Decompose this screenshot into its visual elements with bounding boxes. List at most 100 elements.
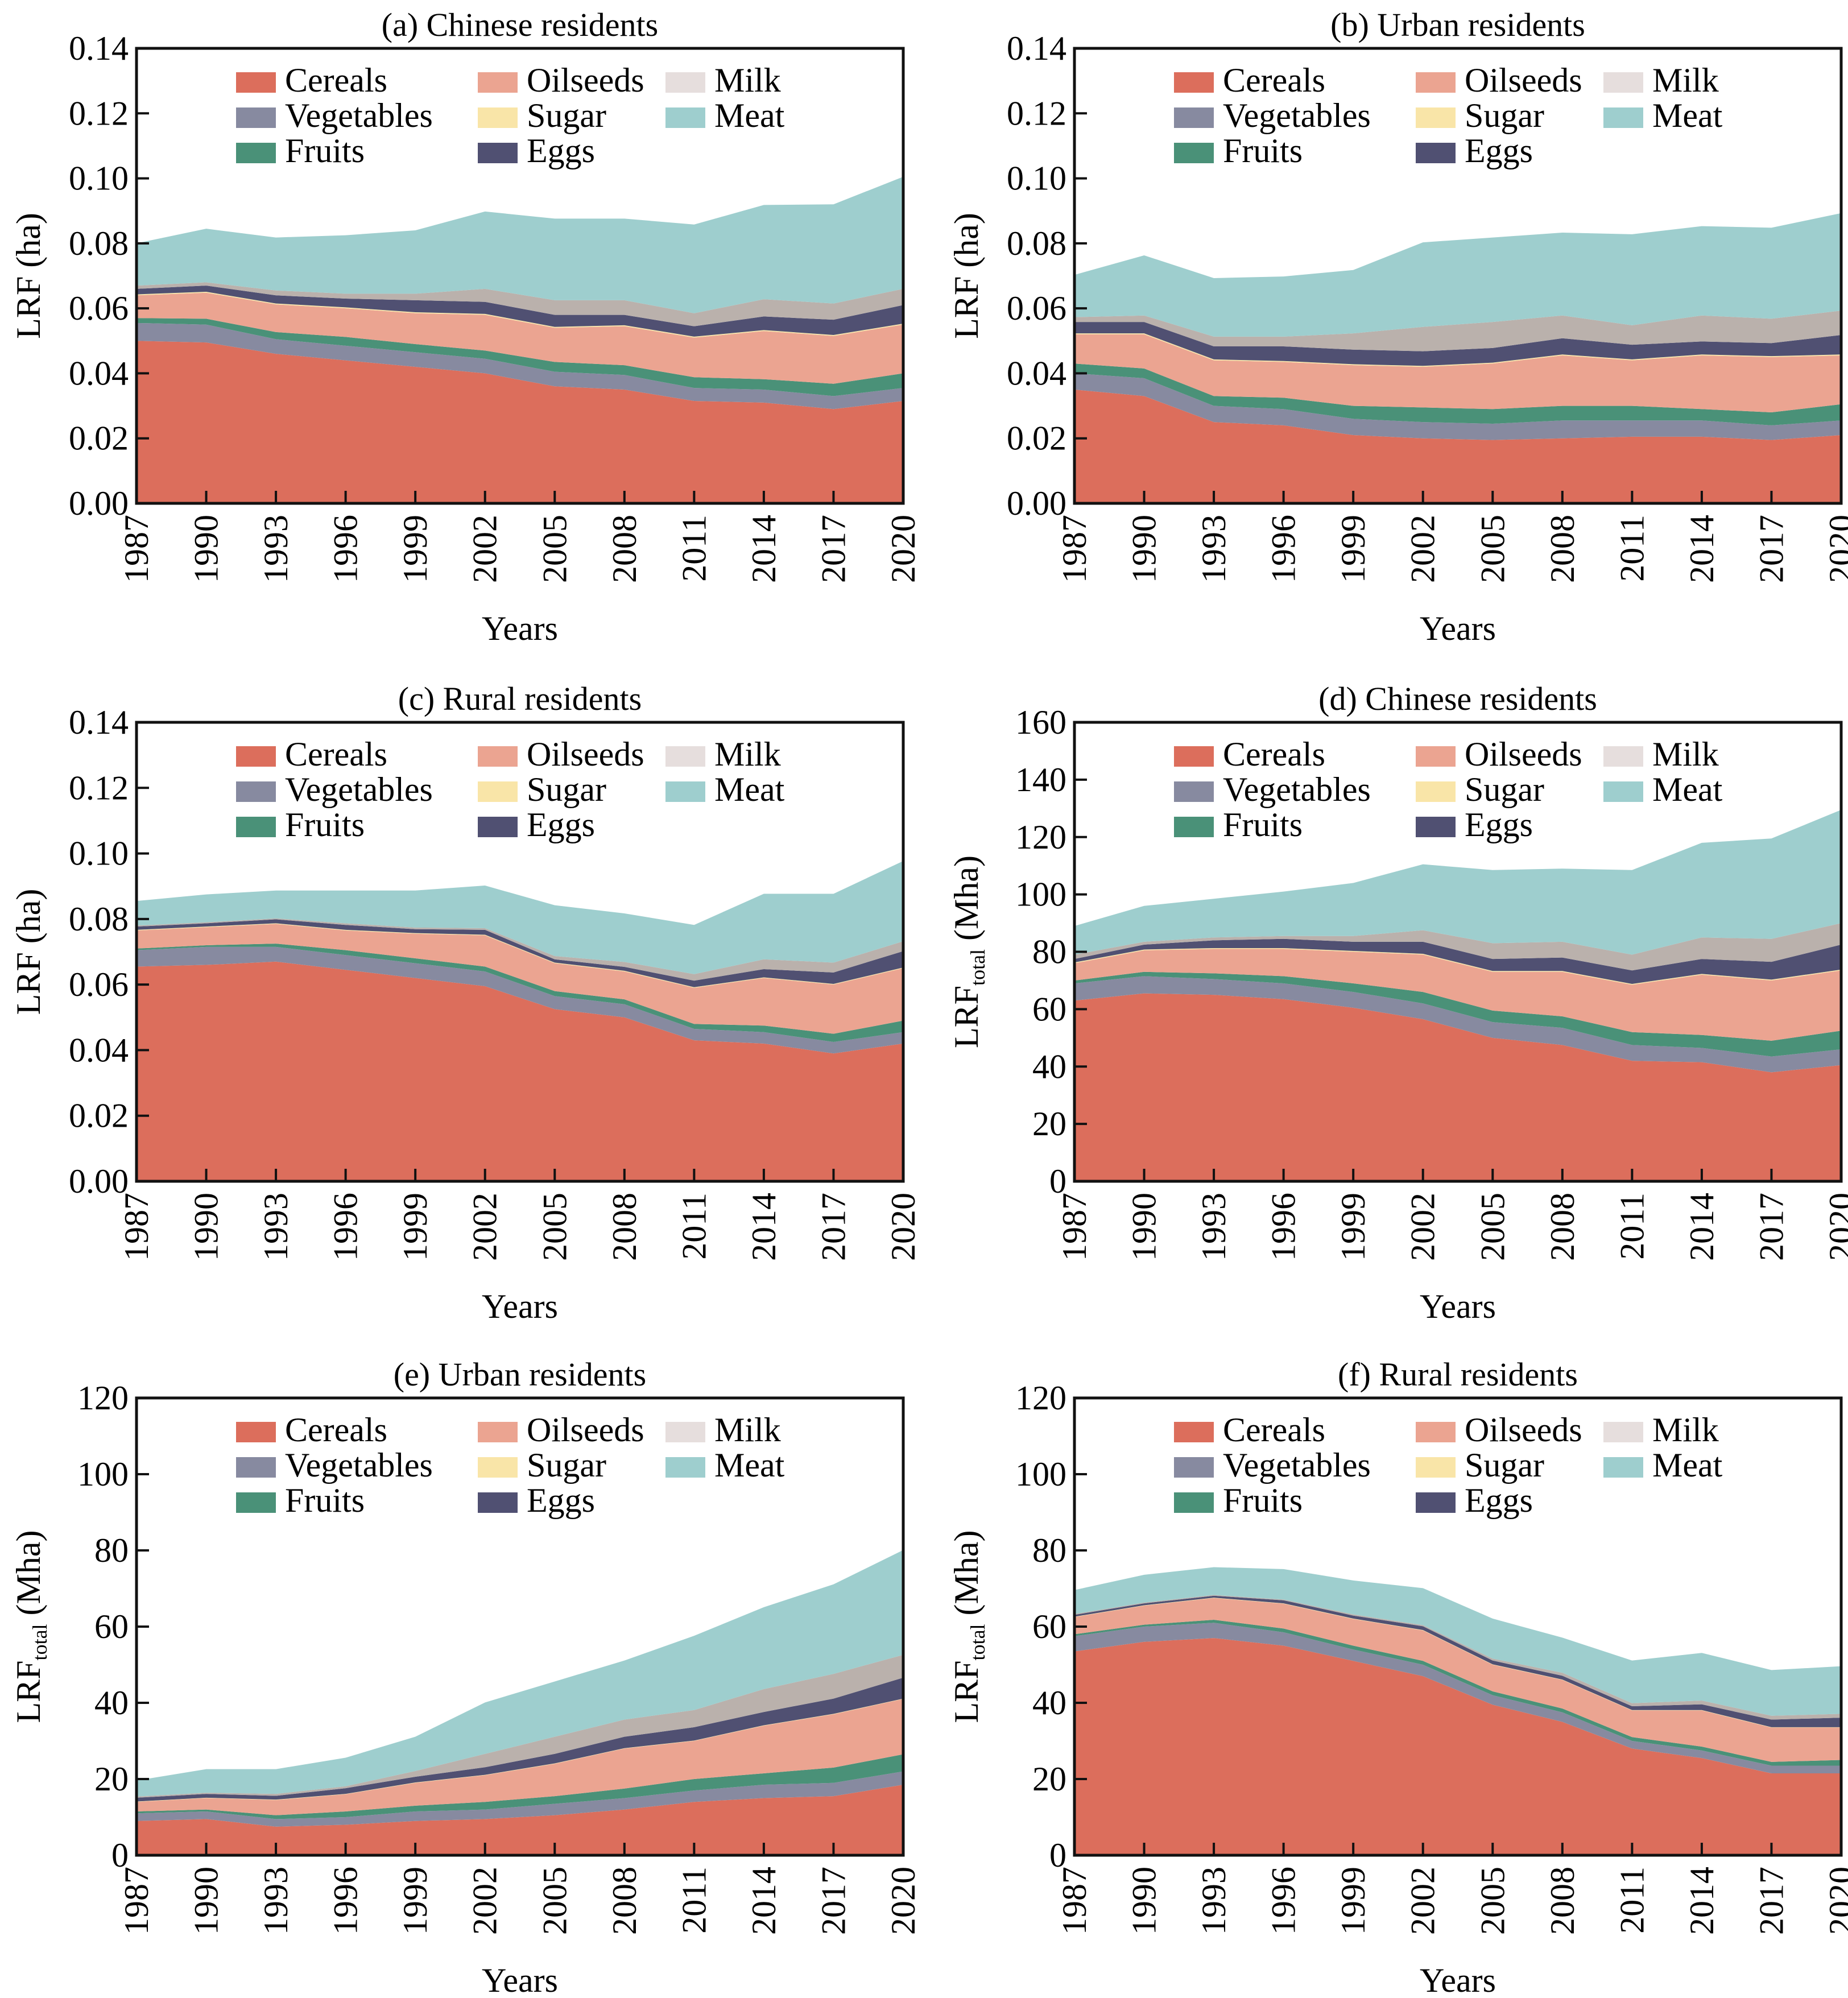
x-tick-label: 2020: [884, 1193, 922, 1261]
legend-label: Vegetables: [1223, 97, 1371, 134]
chart-panel: (b) Urban residents 0.00 0.02 0.04 0.06 0.08 0…: [948, 6, 1848, 647]
x-axis-label: Years: [482, 610, 558, 647]
y-tick-label: 0.06: [69, 966, 129, 1003]
x-tick-label: 2011: [675, 515, 713, 582]
legend-swatch-milk: [1603, 746, 1643, 767]
area-cereals: [1074, 1638, 1841, 1855]
legend-swatch-eggs: [1416, 817, 1456, 837]
y-tick-label: 0.02: [1007, 420, 1066, 457]
legend-swatch-vegetables: [236, 1457, 276, 1478]
y-axis-label: LRF (ha): [948, 213, 985, 339]
y-tick-label: 120: [77, 1379, 129, 1417]
x-tick-label: 1996: [1265, 1867, 1303, 1935]
legend-label: Sugar: [527, 771, 606, 808]
x-tick-label: 1996: [1265, 515, 1303, 583]
legend-label: Eggs: [1465, 1482, 1533, 1519]
x-tick-label: 2020: [1822, 515, 1848, 583]
area-cereals: [137, 341, 903, 503]
x-tick-label: 2008: [606, 515, 643, 583]
x-tick-label: 2005: [1474, 1867, 1511, 1935]
area-meat: [1074, 1567, 1841, 1716]
legend-label: Meat: [1652, 1446, 1723, 1484]
legend-label: Vegetables: [285, 771, 433, 808]
x-tick-label: 2020: [1822, 1193, 1848, 1261]
x-tick-label: 2005: [1474, 515, 1511, 583]
x-tick-label: 2008: [606, 1867, 643, 1935]
legend-label: Meat: [714, 771, 785, 808]
x-tick-label: 2002: [466, 1867, 504, 1935]
legend-label: Cereals: [285, 1411, 387, 1449]
legend-label: Sugar: [527, 97, 606, 134]
plot-frame: [135, 721, 905, 1183]
area-vegetables: [137, 946, 903, 1054]
legend-swatch-meat: [1603, 1457, 1643, 1478]
y-tick-label: 0.00: [1007, 485, 1066, 522]
area-fruits: [1074, 971, 1841, 1057]
legend-label: Milk: [1652, 735, 1719, 773]
chart-title: (b) Urban residents: [1330, 6, 1585, 43]
legend-label: Milk: [1652, 61, 1719, 99]
area-eggs: [137, 919, 903, 987]
plot-frame: [1073, 47, 1843, 505]
legend-swatch-cereals: [236, 72, 276, 93]
legend-label: Cereals: [1223, 735, 1325, 773]
chart-panel: (a) Chinese residents 0.00 0.02 0.04 0.06 0.0…: [10, 6, 922, 647]
y-axis-label: LRF (ha): [10, 213, 47, 339]
legend-label: Cereals: [285, 735, 387, 773]
chart-panel: (c) Rural residents 0.00 0.02 0.04 0.06 0.08 0…: [10, 680, 922, 1325]
chart-panel: (d) Chinese residents 0 20 40 60 80 100 120 140 1…: [948, 680, 1848, 1325]
x-tick-label: 1987: [1056, 1867, 1093, 1935]
plot-frame: [135, 47, 905, 505]
legend-label: Fruits: [1223, 132, 1303, 169]
legend-swatch-fruits: [236, 1492, 276, 1513]
area-oilseeds: [137, 1699, 903, 1815]
legend-swatch-oilseeds: [478, 746, 518, 767]
legend-swatch-meat: [1603, 781, 1643, 802]
area-vegetables: [137, 322, 903, 409]
legend-swatch-eggs: [478, 817, 518, 837]
x-tick-label: 1996: [327, 1193, 365, 1261]
x-tick-label: 2017: [815, 1193, 852, 1261]
legend-label: Fruits: [1223, 1482, 1303, 1519]
legend-swatch-milk: [1603, 72, 1643, 93]
legend-label: Cereals: [1223, 61, 1325, 99]
x-tick-label: 2002: [1404, 515, 1442, 583]
x-tick-label: 1999: [1334, 1193, 1372, 1261]
x-tick-label: 2017: [815, 515, 852, 583]
area-milk: [137, 282, 903, 326]
legend-swatch-milk: [665, 72, 705, 93]
area-oilseeds: [137, 292, 903, 384]
legend-swatch-vegetables: [1174, 107, 1214, 128]
x-tick-label: 1990: [188, 515, 225, 583]
legend-swatch-sugar: [478, 781, 518, 802]
legend-label: Cereals: [1223, 1411, 1325, 1449]
legend-label: Sugar: [1465, 771, 1544, 808]
legend-label: Meat: [1652, 771, 1723, 808]
x-tick-label: 2020: [884, 1867, 922, 1935]
legend-swatch-milk: [665, 1422, 705, 1442]
legend-swatch-milk: [665, 746, 705, 767]
legend-swatch-eggs: [478, 143, 518, 163]
y-tick-label: 100: [1015, 876, 1066, 913]
area-meat: [137, 176, 903, 313]
area-vegetables: [1074, 976, 1841, 1073]
area-oilseeds: [1074, 1598, 1841, 1762]
legend-swatch-oilseeds: [1416, 746, 1456, 767]
area-oilseeds: [1074, 949, 1841, 1041]
area-eggs: [1074, 322, 1841, 366]
legend-swatch-sugar: [1416, 107, 1456, 128]
x-tick-label: 1987: [118, 515, 155, 583]
area-fruits: [137, 318, 903, 396]
x-tick-label: 1993: [1195, 1867, 1233, 1935]
area-milk: [1074, 311, 1841, 351]
legend-swatch-fruits: [1174, 143, 1214, 163]
x-tick-label: 1999: [396, 515, 434, 583]
y-tick-label: 40: [94, 1684, 129, 1722]
legend-label: Meat: [714, 1446, 785, 1484]
y-tick-label: 0.02: [69, 1097, 129, 1135]
legend-swatch-oilseeds: [478, 72, 518, 93]
x-tick-label: 2002: [466, 515, 504, 583]
y-tick-label: 0: [1049, 1836, 1066, 1874]
area-vegetables: [1074, 1623, 1841, 1773]
x-tick-label: 1993: [257, 1193, 295, 1261]
